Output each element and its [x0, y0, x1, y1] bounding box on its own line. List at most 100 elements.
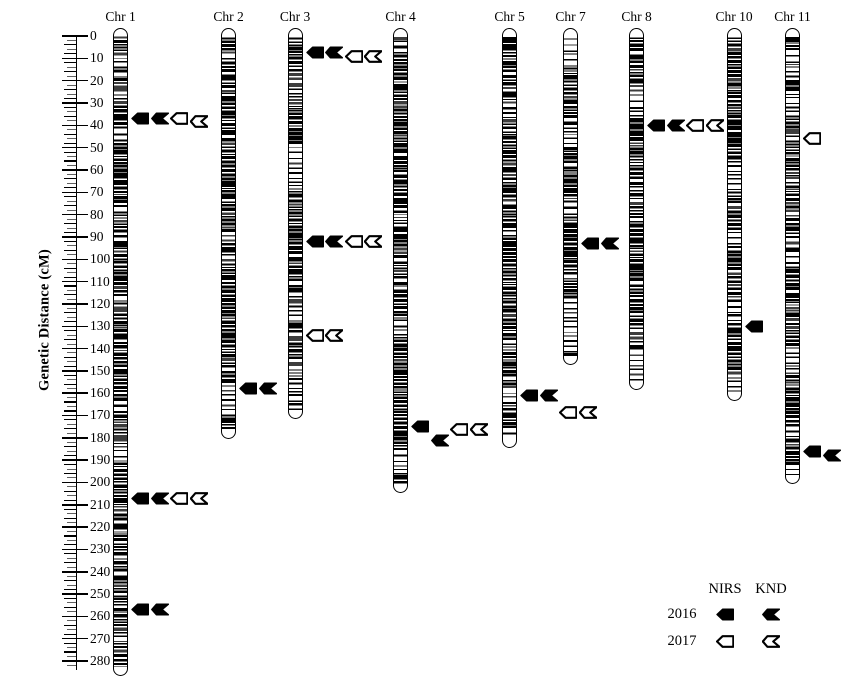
- ruler-minor-tick: [63, 205, 76, 207]
- ruler-minor-tick: [66, 477, 76, 479]
- ruler-minor-tick: [66, 423, 76, 425]
- ruler-minor-tick: [63, 285, 76, 287]
- ruler-minor-tick: [66, 406, 76, 407]
- qtl-arrow-nirs-2017-chr-3: [344, 49, 363, 63]
- qtl-arrow-nirs-2016-chr-11: [803, 445, 821, 458]
- ruler-minor-tick: [66, 272, 76, 274]
- ruler-minor-tick: [63, 151, 76, 153]
- ruler-minor-tick: [63, 89, 76, 91]
- ruler-minor-tick: [66, 254, 76, 256]
- ruler-minor-tick: [66, 182, 76, 184]
- ruler-tick-label: 160: [90, 385, 111, 401]
- legend-header-nirs: NIRS: [708, 580, 742, 597]
- ruler-minor-tick: [66, 575, 76, 577]
- qtl-arrow-knd-2016-chr-5: [539, 389, 558, 402]
- ruler-tick-label: 270: [90, 630, 111, 646]
- ruler-minor-tick: [63, 356, 76, 358]
- ruler-major-tick: [62, 303, 88, 305]
- ruler-minor-tick: [63, 606, 76, 608]
- ruler-minor-tick: [63, 553, 76, 555]
- chromosome-label-chr-10: Chr 10: [715, 9, 753, 24]
- ruler-minor-tick: [66, 40, 76, 41]
- ruler-tick-label: 210: [90, 496, 111, 512]
- qtl-arrow-knd-2017-chr-8: [705, 118, 724, 132]
- chromosome-chr-1: [113, 28, 128, 676]
- ruler-minor-tick: [63, 535, 76, 537]
- ruler-minor-tick: [66, 495, 76, 497]
- qtl-arrow-nirs-2016-chr-8: [647, 119, 665, 132]
- qtl-arrow-nirs-2017-chr-1: [170, 491, 188, 505]
- chromosome-bands: [394, 35, 407, 484]
- ruler-minor-tick: [63, 53, 76, 55]
- ruler-major-tick: [62, 414, 88, 417]
- ruler-minor-tick: [66, 165, 76, 166]
- ruler-minor-tick: [66, 289, 76, 291]
- qtl-arrow-nirs-2017-chr-5: [559, 405, 577, 419]
- qtl-arrow-knd-2017-chr-3: [325, 328, 343, 342]
- ruler-minor-tick: [66, 629, 76, 631]
- chromosome-bands: [630, 35, 643, 381]
- ruler-major-tick: [62, 191, 88, 193]
- chromosome-bands: [114, 35, 127, 667]
- ruler-minor-tick: [66, 245, 76, 247]
- ruler-minor-tick: [63, 312, 76, 314]
- ruler-minor-tick: [63, 115, 76, 117]
- qtl-arrow-nirs-2016-chr-2: [239, 382, 257, 395]
- ruler-tick-label: 0: [90, 28, 97, 43]
- qtl-arrow-knd-2016-chr-2: [258, 382, 277, 395]
- ruler-minor-tick: [63, 597, 76, 600]
- ruler-minor-tick: [66, 343, 76, 345]
- qtl-arrow-knd-2016-chr-8: [666, 119, 685, 132]
- chromosome-label-chr-1: Chr 1: [105, 9, 136, 24]
- ruler-tick-label: 250: [90, 586, 111, 601]
- ruler-minor-tick: [63, 222, 76, 225]
- qtl-arrow-knd-2017-chr-3: [364, 234, 382, 248]
- ruler-tick-label: 170: [90, 407, 111, 423]
- ruler-major-tick: [62, 280, 88, 283]
- qtl-arrow-nirs-2017-chr-4: [450, 423, 468, 437]
- ruler-minor-tick: [63, 267, 76, 269]
- ruler-minor-tick: [66, 513, 76, 515]
- ruler-minor-tick: [63, 231, 76, 233]
- chromosome-chr-5: [502, 28, 517, 448]
- ruler-tick-label: 140: [90, 340, 111, 356]
- ruler-major-tick: [62, 637, 88, 640]
- ruler-minor-tick: [63, 276, 76, 278]
- ruler-minor-tick: [66, 173, 76, 175]
- ruler-tick-label: 120: [90, 295, 111, 311]
- ruler-minor-tick: [66, 200, 76, 202]
- ruler-minor-tick: [63, 508, 76, 510]
- ruler-minor-tick: [66, 620, 76, 622]
- ruler-minor-tick: [66, 522, 76, 524]
- chromosome-bands: [564, 35, 577, 357]
- chromosome-chr-7: [563, 28, 578, 366]
- ruler-minor-tick: [66, 263, 76, 265]
- filled-chevron-arrow-icon: [762, 608, 780, 621]
- ruler-minor-tick: [63, 455, 76, 457]
- qtl-arrow-knd-2016-chr-1: [150, 112, 169, 125]
- chromosome-label-chr-8: Chr 8: [621, 9, 652, 24]
- ruler-major-tick: [62, 236, 88, 238]
- ruler-minor-tick: [66, 93, 76, 95]
- ruler-tick-label: 10: [90, 50, 104, 66]
- ruler-minor-tick: [63, 339, 76, 341]
- ruler-major-tick: [62, 593, 88, 595]
- ruler-major-tick: [62, 213, 88, 216]
- ruler-tick-label: 200: [90, 474, 111, 490]
- legend-year-2016: 2016: [667, 606, 697, 622]
- ruler-minor-tick: [63, 321, 76, 323]
- ruler-minor-tick: [63, 142, 76, 144]
- ruler-minor-tick: [66, 468, 76, 470]
- ruler-minor-tick: [63, 517, 76, 519]
- ruler-minor-tick: [63, 294, 76, 296]
- ruler-minor-tick: [63, 410, 76, 412]
- ruler-minor-tick: [63, 446, 76, 448]
- ruler-minor-tick: [66, 539, 76, 541]
- ruler-major-tick: [62, 57, 88, 60]
- legend-year-2017: 2017: [667, 633, 697, 649]
- ruler-minor-tick: [63, 71, 76, 73]
- ruler-minor-tick: [63, 428, 76, 430]
- ruler-tick-label: 70: [90, 184, 104, 200]
- chromosome-label-chr-5: Chr 5: [494, 9, 525, 24]
